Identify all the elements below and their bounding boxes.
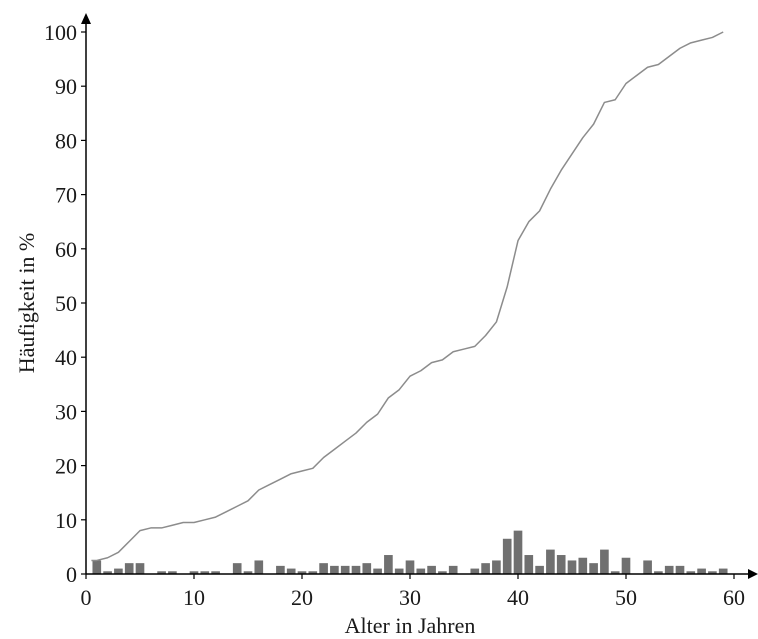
histogram-bar (697, 568, 706, 574)
histogram-bar (92, 560, 102, 574)
y-axis-arrow-icon (81, 13, 91, 24)
histogram-bar (718, 568, 728, 574)
y-tick-label: 70 (55, 183, 77, 208)
histogram-bar (481, 563, 490, 574)
histogram-bar (427, 565, 436, 574)
y-tick-label: 80 (55, 128, 77, 153)
y-tick-label: 50 (55, 291, 77, 316)
histogram-bar (319, 563, 328, 574)
ticks-layer: 0 10 20 30 40 50 60 0 10 20 30 40 50 60 70 80 90 100 (44, 20, 745, 610)
y-tick-label: 20 (55, 454, 77, 479)
histogram-bar (448, 565, 458, 574)
x-tick-label: 0 (81, 585, 92, 610)
bars-layer (92, 530, 728, 574)
histogram-bar (168, 571, 177, 574)
histogram-bar (621, 557, 631, 574)
histogram-bar (589, 563, 598, 574)
histogram-bar (546, 549, 555, 574)
y-tick-label: 90 (55, 74, 77, 99)
histogram-bar (438, 571, 447, 574)
histogram-bar (578, 557, 588, 574)
histogram-bar (157, 571, 166, 574)
histogram-bar (535, 565, 544, 574)
histogram-bar (286, 568, 296, 574)
histogram-bar (135, 563, 145, 574)
cumulative-line (91, 31, 724, 562)
y-tick-label: 60 (55, 237, 77, 262)
x-tick-label: 60 (723, 585, 745, 610)
histogram-bar (211, 571, 220, 574)
histogram-bar (470, 568, 480, 574)
histogram-bar (492, 560, 501, 574)
histogram-bar (362, 563, 372, 574)
x-tick-label: 40 (507, 585, 529, 610)
histogram-bar (664, 565, 674, 574)
histogram-bar (384, 555, 393, 574)
histogram-bar (394, 568, 404, 574)
y-tick-label: 10 (55, 508, 77, 533)
histogram-bar (567, 560, 577, 574)
histogram-bar (708, 571, 717, 574)
histogram-bar (330, 565, 339, 574)
y-tick-label: 40 (55, 345, 77, 370)
histogram-bar (524, 555, 534, 574)
histogram-bar (686, 571, 696, 574)
histogram-bar (254, 560, 264, 574)
x-axis-title: Alter in Jahren (345, 613, 476, 638)
histogram-bar (189, 571, 199, 574)
histogram-bar (124, 563, 134, 574)
histogram-bar (308, 571, 318, 574)
histogram-bar (297, 571, 307, 574)
histogram-bar (416, 568, 426, 574)
x-axis-arrow-icon (748, 569, 758, 579)
histogram-bar (243, 571, 253, 574)
histogram-bar (675, 565, 685, 574)
histogram-bar (654, 571, 663, 574)
x-tick-label: 50 (615, 585, 637, 610)
histogram-bar (114, 568, 123, 574)
histogram-bar (200, 571, 210, 574)
y-axis-title: Häufigkeit in % (14, 233, 39, 374)
histogram-bar (610, 571, 620, 574)
histogram-bar (600, 549, 609, 574)
histogram-bar (643, 560, 652, 574)
histogram-bar (232, 563, 242, 574)
axes-layer (81, 13, 758, 579)
x-tick-label: 10 (183, 585, 205, 610)
histogram-bar (373, 568, 382, 574)
x-tick-label: 30 (399, 585, 421, 610)
histogram-bar (556, 555, 566, 574)
histogram-bar (405, 560, 415, 574)
histogram-bar (351, 565, 361, 574)
x-tick-label: 20 (291, 585, 313, 610)
y-tick-label: 0 (66, 562, 77, 587)
line-layer (91, 31, 724, 562)
y-tick-label: 30 (55, 399, 77, 424)
histogram-bar (103, 571, 112, 574)
histogram-bar (513, 530, 523, 574)
y-tick-label: 100 (44, 20, 77, 45)
histogram-bar (502, 538, 512, 574)
histogram-bar (276, 565, 285, 574)
histogram-bar (340, 565, 350, 574)
